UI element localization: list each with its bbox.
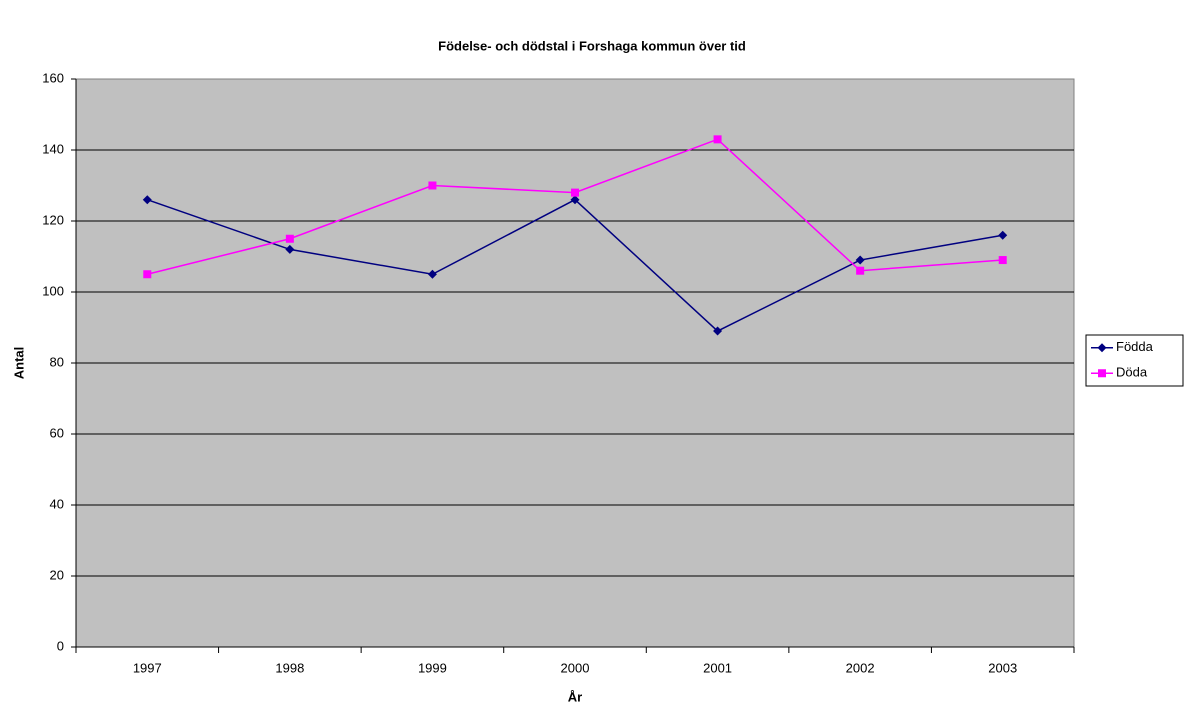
data-point <box>142 195 152 205</box>
data-point <box>571 188 579 197</box>
x-tick-label: 2000 <box>561 660 590 675</box>
data-point <box>143 270 152 279</box>
data-point <box>713 135 722 144</box>
data-point <box>713 326 723 336</box>
data-point <box>855 255 865 265</box>
y-tick-label: 80 <box>50 354 64 369</box>
x-tick-label: 2001 <box>703 660 732 675</box>
data-point <box>428 181 437 190</box>
legend-marker <box>1098 369 1106 378</box>
x-tick-label: 2003 <box>988 660 1017 675</box>
y-tick-label: 140 <box>42 141 64 156</box>
y-tick-label: 20 <box>50 567 64 582</box>
y-tick-label: 120 <box>42 212 64 227</box>
data-point <box>856 266 865 275</box>
x-tick-label: 2002 <box>846 660 875 675</box>
data-point <box>285 234 294 243</box>
y-tick-label: 100 <box>42 283 64 298</box>
data-point <box>570 195 580 205</box>
y-tick-label: 40 <box>50 496 64 511</box>
x-axis-title: År <box>568 689 582 704</box>
legend-label: Födda <box>1116 339 1154 354</box>
chart-title: Födelse- och dödstal i Forshaga kommun ö… <box>438 38 746 53</box>
y-tick-label: 160 <box>42 70 64 85</box>
data-point <box>998 256 1007 265</box>
data-point <box>285 244 295 254</box>
x-tick-label: 1999 <box>418 660 447 675</box>
legend-marker <box>1097 343 1107 353</box>
data-point <box>998 230 1008 240</box>
x-tick-label: 1997 <box>133 660 162 675</box>
y-tick-label: 0 <box>57 638 64 653</box>
x-tick-label: 1998 <box>275 660 304 675</box>
data-point <box>427 269 437 279</box>
y-tick-label: 60 <box>50 425 64 440</box>
legend-label: Döda <box>1116 365 1148 380</box>
y-axis-title: Antal <box>11 347 26 380</box>
